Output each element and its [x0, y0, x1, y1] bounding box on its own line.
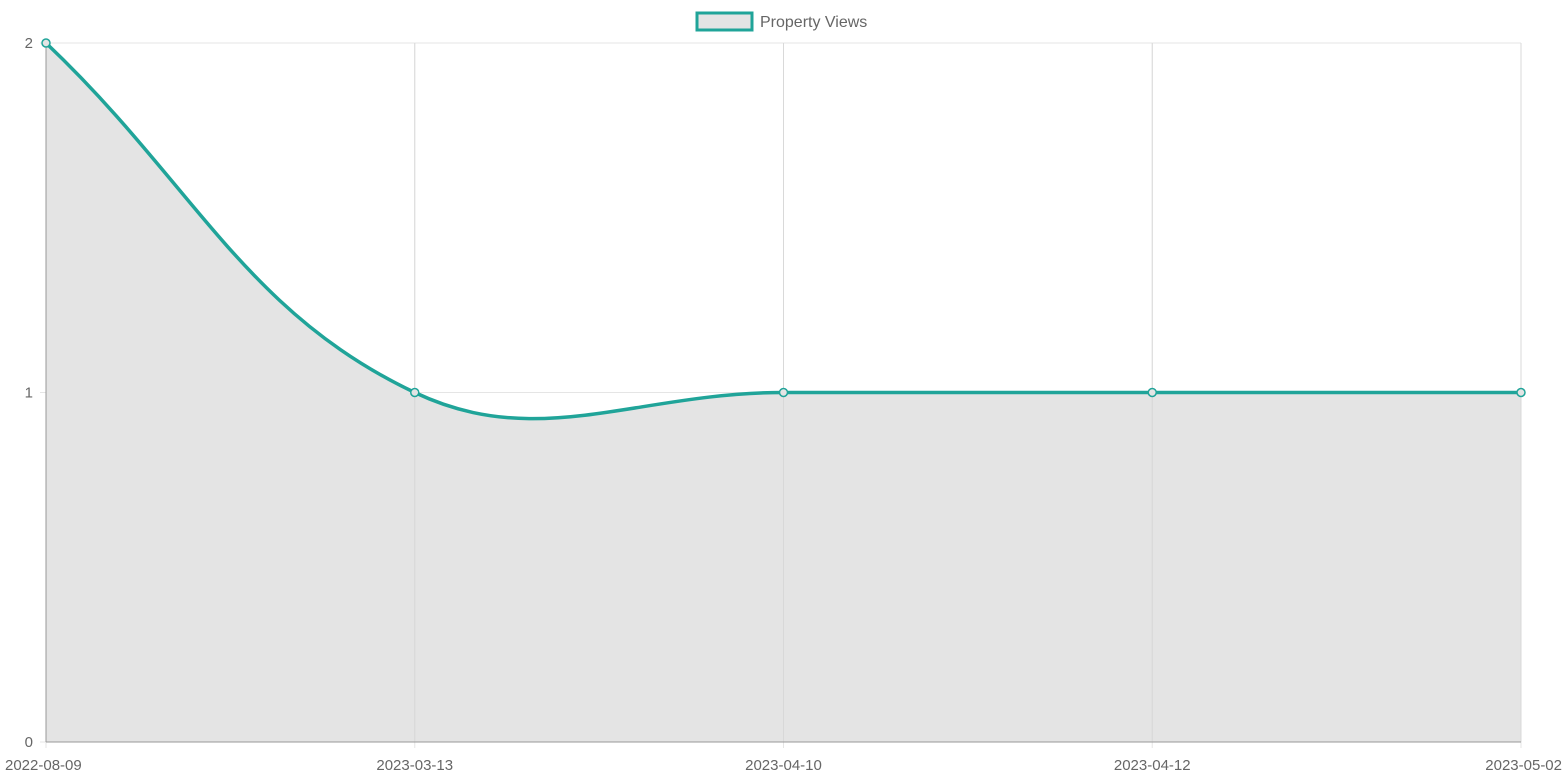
x-tick-label: 2023-03-13: [376, 757, 453, 774]
data-point[interactable]: [410, 387, 420, 398]
data-point[interactable]: [778, 387, 789, 398]
y-tick-label: 0: [25, 734, 33, 751]
x-axis-ticks: 2022-08-09 2023-03-13 2023-04-10 2023-04-12…: [5, 757, 1562, 774]
series-line: [44, 41, 1521, 421]
legend-label[interactable]: Property Views: [760, 14, 867, 31]
x-tick-label: 2023-05-02: [1485, 757, 1562, 774]
data-point[interactable]: [41, 38, 51, 48]
legend-swatch[interactable]: [695, 11, 754, 32]
x-tick-label: 2022-08-09: [5, 757, 82, 774]
point-layer[interactable]: [41, 38, 1526, 398]
y-axis-ticks: 0 1 2: [25, 35, 33, 751]
x-tick-label: 2023-04-10: [745, 757, 822, 774]
y-tick-label: 2: [25, 35, 33, 52]
x-tick-label: 2023-04-12: [1114, 757, 1191, 774]
chart-legend[interactable]: Property Views: [695, 11, 867, 32]
data-point[interactable]: [1147, 387, 1157, 398]
data-point[interactable]: [1516, 387, 1526, 398]
axis-layer: [45, 43, 1521, 743]
y-tick-label: 1: [25, 385, 33, 402]
line-layer: [44, 41, 1521, 421]
